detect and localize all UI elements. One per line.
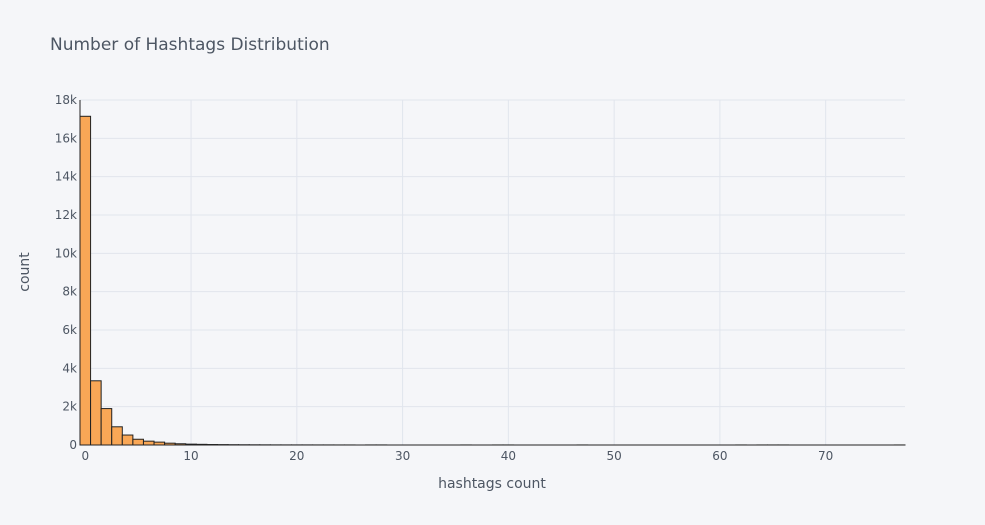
x-tick-label: 30 (395, 449, 410, 463)
y-tick-label: 14k (55, 170, 77, 184)
histogram-bar (100, 408, 113, 446)
x-tick-label: 40 (501, 449, 516, 463)
y-tick-label: 2k (62, 400, 77, 414)
y-axis-title: count (17, 252, 33, 292)
y-tick-label: 4k (62, 361, 77, 375)
chart-title: Number of Hashtags Distribution (50, 35, 330, 55)
histogram-bar (79, 115, 92, 446)
grid-lines (80, 99, 905, 445)
bars (79, 115, 906, 446)
axes (79, 100, 905, 446)
x-axis-title: hashtags count (438, 476, 546, 492)
y-tick-label: 8k (62, 285, 77, 299)
tick-labels: 0 2k 4k 6k 8k 10k 12k 14k 16k 18k 0 10 20 30 40 50 60 70 (55, 93, 834, 463)
histogram-bar (132, 438, 144, 446)
y-tick-label: 6k (62, 323, 77, 337)
x-tick-label: 10 (183, 449, 198, 463)
y-tick-label: 16k (55, 131, 77, 145)
x-tick-label: 0 (81, 449, 89, 463)
y-tick-label: 12k (55, 208, 77, 222)
histogram-bar (111, 426, 123, 446)
y-tick-label: 0 (69, 438, 77, 452)
y-tick-label: 10k (55, 246, 77, 260)
x-tick-label: 60 (712, 449, 727, 463)
x-tick-label: 50 (606, 449, 621, 463)
y-tick-label: 18k (55, 93, 77, 107)
histogram-bar (142, 440, 155, 446)
x-tick-label: 20 (289, 449, 304, 463)
x-tick-label: 70 (818, 449, 833, 463)
histogram-bar (90, 380, 102, 446)
histogram-bar (121, 434, 134, 446)
